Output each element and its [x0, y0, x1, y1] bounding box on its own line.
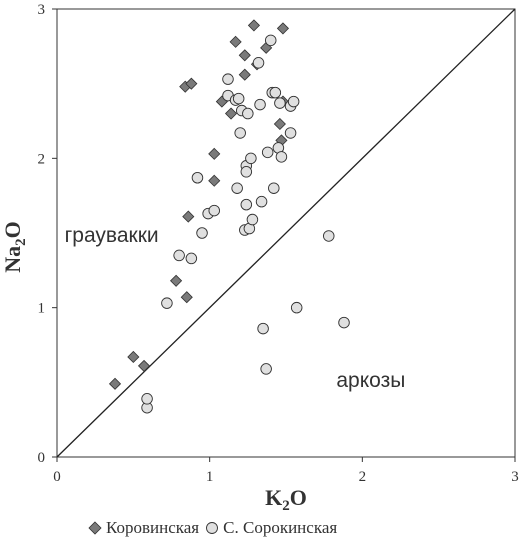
point-s-sorokinskaya: [260, 363, 272, 375]
region-label: аркозы: [336, 369, 405, 392]
point-korovinskaya: [180, 291, 193, 304]
legend-label-s-sorokinskaya: С. Сорокинская: [223, 518, 338, 537]
point-s-sorokinskaya: [268, 182, 280, 194]
point-korovinskaya: [238, 49, 251, 62]
data-points: [108, 19, 350, 414]
point-s-sorokinskaya: [274, 97, 286, 109]
legend: Коровинская С. Сорокинская: [88, 518, 343, 538]
region-label: граувакки: [65, 224, 159, 247]
point-s-sorokinskaya: [269, 86, 282, 99]
point-s-sorokinskaya: [185, 252, 198, 265]
point-s-sorokinskaya: [252, 57, 265, 69]
point-korovinskaya: [137, 359, 151, 372]
x-tick-label: 3: [511, 469, 519, 485]
point-s-sorokinskaya: [264, 34, 277, 47]
point-s-sorokinskaya: [231, 182, 243, 194]
legend-label-korovinskaya: Коровинская: [106, 518, 200, 537]
legend-item-s-sorokinskaya: С. Сорокинская: [205, 518, 337, 538]
y-tick-label: 3: [38, 2, 46, 18]
point-s-sorokinskaya: [141, 393, 153, 405]
point-s-sorokinskaya: [284, 127, 297, 139]
point-s-sorokinskaya: [255, 195, 268, 208]
point-s-sorokinskaya: [196, 227, 208, 239]
point-korovinskaya: [224, 107, 238, 120]
point-s-sorokinskaya: [232, 92, 245, 105]
reference-line: [56, 8, 516, 458]
circle-marker-icon: [206, 522, 219, 534]
point-s-sorokinskaya: [257, 322, 269, 335]
point-korovinskaya: [229, 35, 242, 48]
point-s-sorokinskaya: [242, 107, 254, 120]
point-s-sorokinskaya: [161, 297, 173, 309]
point-korovinskaya: [127, 350, 140, 364]
y-tick-label: 0: [38, 450, 46, 466]
y-axis-ticks: 0 1 2 3: [38, 2, 57, 466]
point-korovinskaya: [170, 274, 183, 287]
x-tick-label: 0: [53, 469, 61, 485]
x-tick-label: 1: [206, 469, 214, 485]
point-korovinskaya: [273, 117, 286, 131]
region-labels: граувакки аркозы: [65, 224, 406, 392]
point-korovinskaya: [247, 19, 261, 32]
point-korovinskaya: [238, 68, 251, 81]
point-korovinskaya: [208, 147, 221, 160]
point-s-sorokinskaya: [245, 152, 257, 165]
point-s-sorokinskaya: [338, 316, 350, 329]
point-s-sorokinskaya: [191, 171, 204, 184]
point-s-sorokinskaya: [240, 198, 253, 211]
y-tick-label: 1: [38, 301, 46, 317]
point-korovinskaya: [276, 22, 290, 35]
point-korovinskaya: [185, 77, 198, 90]
x-tick-label: 2: [359, 469, 367, 485]
y-tick-label: 2: [38, 151, 46, 167]
point-s-sorokinskaya: [290, 301, 303, 314]
point-s-sorokinskaya: [222, 73, 234, 85]
y-axis-title: Na2O: [0, 221, 29, 273]
point-s-sorokinskaya: [208, 204, 220, 217]
point-s-sorokinskaya: [261, 146, 274, 159]
point-korovinskaya: [182, 210, 195, 223]
point-korovinskaya: [108, 377, 122, 390]
point-s-sorokinskaya: [275, 151, 288, 163]
point-s-sorokinskaya: [240, 166, 253, 178]
x-axis-title: K2O: [265, 485, 307, 514]
x-axis-ticks: 0 1 2 3: [53, 457, 519, 485]
plot-frame: [56, 8, 516, 458]
point-s-sorokinskaya: [246, 213, 259, 226]
plot-area: [56, 8, 516, 458]
diamond-marker-icon: [88, 521, 102, 535]
point-s-sorokinskaya: [287, 95, 300, 108]
legend-item-korovinskaya: Коровинская: [88, 518, 199, 538]
point-s-sorokinskaya: [254, 98, 266, 111]
point-s-sorokinskaya: [234, 127, 246, 139]
point-s-sorokinskaya: [322, 230, 335, 242]
point-korovinskaya: [208, 174, 221, 187]
point-s-sorokinskaya: [173, 249, 185, 262]
